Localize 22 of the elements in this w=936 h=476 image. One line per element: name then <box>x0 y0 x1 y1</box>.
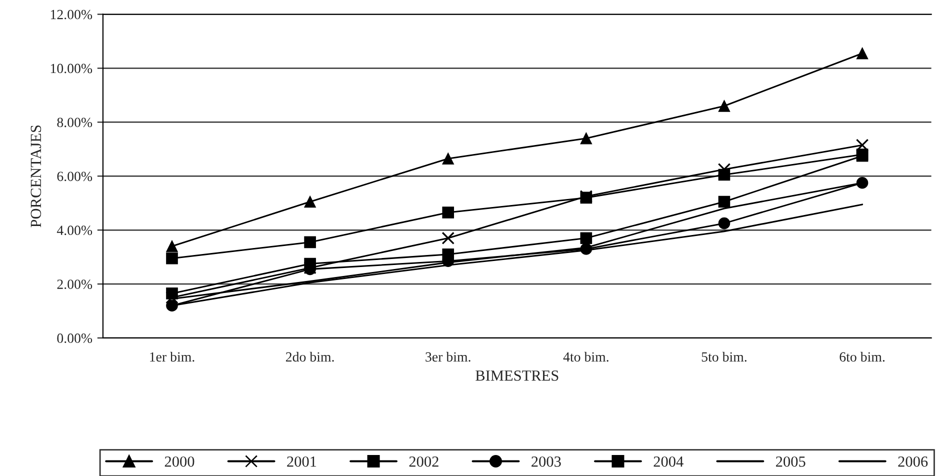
y-axis-title: PORCENTAJES <box>30 125 42 228</box>
x-tick-label: 4to bim. <box>563 352 608 362</box>
y-tick-label: 2.00% <box>57 280 92 290</box>
legend-label: 2004 <box>654 456 684 467</box>
x-tick-label: 1er bim. <box>150 352 194 362</box>
y-tick-label: 6.00% <box>57 172 92 182</box>
x-tick-label: 6to bim. <box>840 352 885 362</box>
y-tick-label: 10.00% <box>50 64 92 74</box>
legend-label: 2003 <box>532 456 561 467</box>
legend-label: 2000 <box>164 456 194 467</box>
x-tick-label: 3er bim. <box>426 352 470 362</box>
y-tick-label: 8.00% <box>57 118 92 128</box>
x-tick-label: 5to bim. <box>702 352 746 362</box>
x-tick-label: 2do bim. <box>286 352 334 362</box>
x-axis-title: BIMESTRES <box>476 370 558 381</box>
legend-label: 2005 <box>776 456 806 467</box>
y-tick-label: 0.00% <box>57 334 92 343</box>
legend-label: 2001 <box>287 456 316 467</box>
legend-label: 2006 <box>898 456 928 467</box>
y-tick-label: 12.00% <box>50 10 92 20</box>
y-tick-label: 4.00% <box>56 226 92 236</box>
legend-label: 2002 <box>409 456 438 467</box>
